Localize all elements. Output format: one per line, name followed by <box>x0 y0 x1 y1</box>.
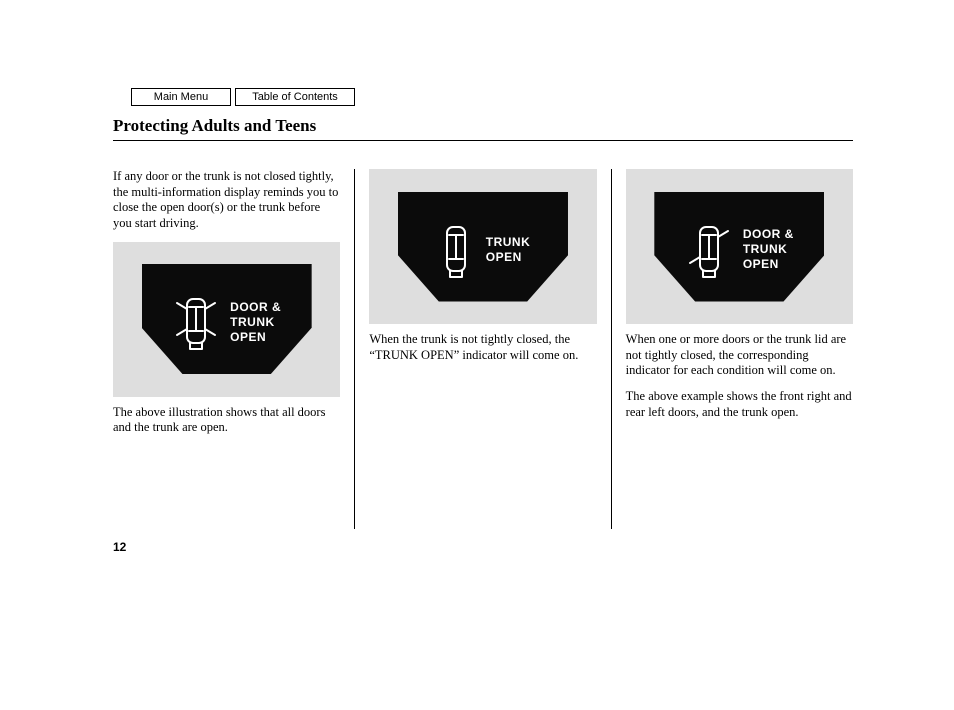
car-trunk-open-icon <box>436 217 476 283</box>
col1-intro-text: If any door or the trunk is not closed t… <box>113 169 340 232</box>
col3-caption2: The above example shows the front right … <box>626 389 853 420</box>
col1-illustration: DOOR & TRUNK OPEN <box>113 242 340 397</box>
display-text: DOOR & TRUNK OPEN <box>743 227 794 272</box>
col2-illustration: TRUNK OPEN <box>369 169 596 324</box>
display-text: TRUNK OPEN <box>486 235 531 265</box>
col1-caption: The above illustration shows that all do… <box>113 405 340 436</box>
col2-caption: When the trunk is not tightly closed, th… <box>369 332 596 363</box>
page-content: Main Menu Table of Contents Protecting A… <box>113 88 853 529</box>
page-title: Protecting Adults and Teens <box>113 116 853 141</box>
main-menu-button[interactable]: Main Menu <box>131 88 231 106</box>
page-number: 12 <box>113 540 126 554</box>
nav-bar: Main Menu Table of Contents <box>131 88 853 106</box>
col3-caption1: When one or more doors or the trunk lid … <box>626 332 853 379</box>
toc-button[interactable]: Table of Contents <box>235 88 355 106</box>
column-1: If any door or the trunk is not closed t… <box>113 169 354 529</box>
car-partial-open-icon <box>685 217 733 283</box>
display-panel: DOOR & TRUNK OPEN <box>654 192 824 302</box>
columns: If any door or the trunk is not closed t… <box>113 169 853 529</box>
car-all-open-icon <box>172 289 220 355</box>
display-text: DOOR & TRUNK OPEN <box>230 300 281 345</box>
column-2: TRUNK OPEN When the trunk is not tightly… <box>354 169 610 529</box>
display-panel: DOOR & TRUNK OPEN <box>142 264 312 374</box>
col3-illustration: DOOR & TRUNK OPEN <box>626 169 853 324</box>
display-panel: TRUNK OPEN <box>398 192 568 302</box>
column-3: DOOR & TRUNK OPEN When one or more doors… <box>611 169 853 529</box>
